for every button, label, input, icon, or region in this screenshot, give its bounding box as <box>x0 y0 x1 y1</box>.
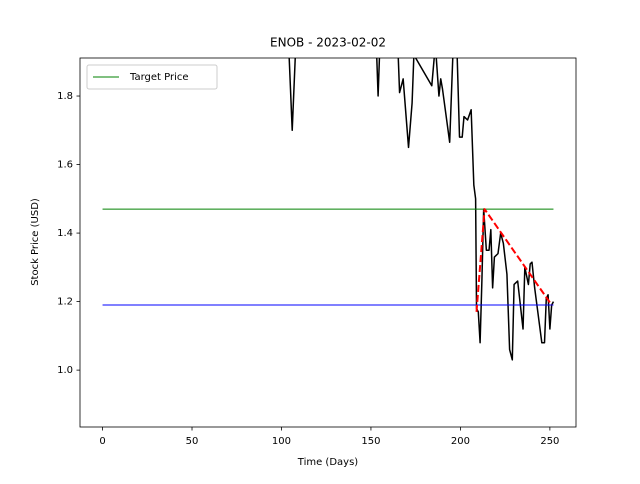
x-axis-label: Time (Days) <box>297 457 359 468</box>
y-tick-label: 1.2 <box>57 297 73 308</box>
y-tick-label: 1.4 <box>57 228 73 239</box>
x-tick-label: 150 <box>361 436 380 447</box>
series-line <box>288 58 555 361</box>
legend-label: Target Price <box>129 72 189 83</box>
plot-frame <box>79 57 577 428</box>
x-tick-label: 250 <box>540 436 559 447</box>
y-tick-label: 1.6 <box>57 160 73 171</box>
chart-title: ENOB - 2023-02-02 <box>270 36 386 50</box>
y-axis-label: Stock Price (USD) <box>30 198 41 286</box>
y-tick-label: 1.0 <box>57 365 73 376</box>
x-tick-label: 0 <box>99 436 105 447</box>
x-tick-label: 100 <box>272 436 291 447</box>
legend-box <box>86 64 218 90</box>
plot-area <box>102 58 555 361</box>
x-tick-label: 200 <box>451 436 470 447</box>
x-tick-label: 50 <box>186 436 199 447</box>
series-line <box>475 208 553 312</box>
y-tick-label: 1.8 <box>57 91 73 102</box>
